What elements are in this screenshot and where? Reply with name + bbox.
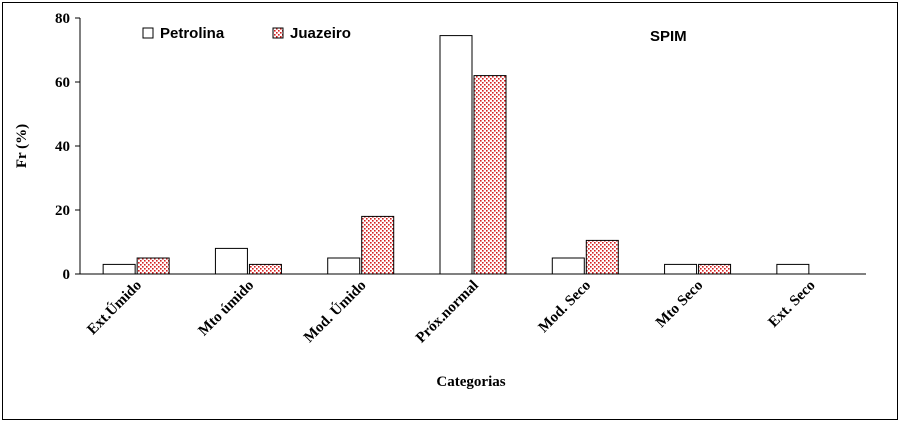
- x-tick-label: Próx.normal: [413, 278, 482, 347]
- chart-frame: [2, 2, 898, 420]
- legend-label-juazeiro: Juazeiro: [290, 25, 351, 42]
- x-axis-label: Categorias: [436, 374, 505, 390]
- x-tick-label: Ext.Úmido: [84, 277, 145, 338]
- chart-annotation: SPIM: [650, 28, 687, 45]
- bar-petrolina-2: [327, 257, 361, 275]
- y-axis-label: Fr (%): [14, 124, 30, 168]
- bar-petrolina-6: [776, 263, 810, 275]
- bar-petrolina-5: [664, 263, 698, 275]
- legend-label-petrolina: Petrolina: [160, 25, 225, 42]
- bar-juazeiro-5: [698, 263, 732, 275]
- y-tick-label: 0: [63, 267, 71, 283]
- x-tick-label: Mto Seco: [653, 278, 706, 331]
- y-tick-label: 60: [55, 75, 70, 91]
- bar-juazeiro-3: [473, 75, 507, 275]
- y-tick-label: 80: [55, 11, 70, 27]
- bar-petrolina-3: [439, 35, 473, 275]
- x-tick-label: Mod. Úmido: [300, 277, 369, 346]
- legend-swatch-petrolina: [142, 27, 154, 39]
- x-tick-label: Mto úmido: [196, 278, 258, 340]
- x-tick-label: Mod. Seco: [536, 278, 594, 336]
- legend: Petrolina Juazeiro: [142, 25, 351, 42]
- y-tick-label: 40: [55, 139, 70, 155]
- bar-juazeiro-4: [585, 239, 619, 275]
- bar-juazeiro-0: [136, 257, 170, 275]
- bar-juazeiro-2: [361, 215, 395, 275]
- bar-petrolina-1: [214, 247, 248, 275]
- bar-juazeiro-1: [248, 263, 282, 275]
- legend-swatch-juazeiro: [272, 27, 284, 39]
- bar-petrolina-4: [551, 257, 585, 275]
- y-tick-label: 20: [55, 203, 70, 219]
- bar-petrolina-0: [102, 263, 136, 275]
- x-tick-label: Ext. Seco: [766, 278, 819, 331]
